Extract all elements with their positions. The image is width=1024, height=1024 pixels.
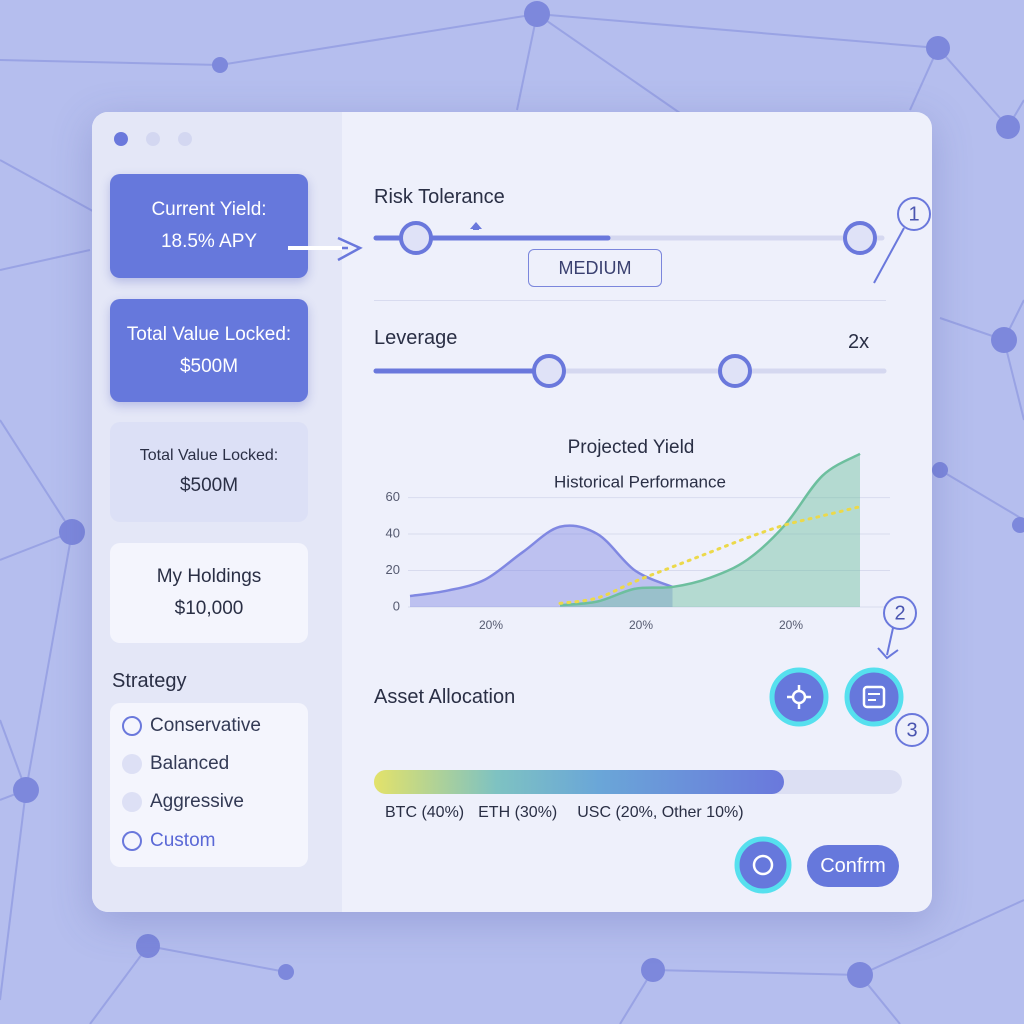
stat-label: Total Value Locked: (139, 447, 279, 464)
legend-label: BTC (40%) (385, 804, 465, 821)
legend-label: USC (20%, Other 10%) (577, 804, 744, 821)
option-label: Conservative (150, 715, 261, 736)
stat-value: $10,000 (174, 598, 244, 619)
y-tick-label: 60 (386, 489, 400, 504)
x-tick-label: 20% (779, 618, 803, 632)
radio-option[interactable]: Aggressive (122, 791, 244, 813)
stat-card[interactable]: Total Value Locked: $500M (110, 422, 308, 522)
y-tick-label: 0 (393, 598, 400, 613)
area-line (409, 524, 674, 598)
y-tick-label: 20 (386, 562, 400, 577)
chart-subtitle: Historical Performance (554, 472, 726, 491)
divider (374, 300, 886, 301)
icon-button[interactable] (844, 667, 904, 727)
icon-button[interactable] (769, 667, 829, 727)
risk-slider[interactable] (373, 221, 885, 255)
stat-value: $500M (179, 475, 239, 496)
area-line (559, 452, 861, 607)
allocation-bar (374, 770, 784, 794)
legend-label: ETH (30%) (478, 804, 558, 821)
leverage-slider[interactable] (373, 354, 887, 388)
strategy-box (110, 703, 308, 867)
x-tick-label: 20% (479, 618, 503, 632)
radio-option[interactable]: Conservative (122, 715, 261, 737)
window-dot (114, 132, 128, 146)
option-label: Custom (150, 830, 216, 851)
stat-label: Total Value Locked: (126, 323, 292, 345)
y-tick-label: 40 (386, 525, 400, 540)
stat-label: My Holdings (156, 566, 262, 587)
level-badge[interactable]: MEDIUM (528, 249, 662, 287)
trend-line (558, 505, 862, 605)
stat-value: 18.5% APY (160, 231, 258, 252)
area (560, 453, 860, 607)
badge-pointer (877, 627, 899, 660)
section-title: Asset Allocation (374, 686, 516, 708)
stat-card[interactable]: Total Value Locked: $500M (110, 299, 308, 402)
area (410, 525, 673, 607)
x-tick-label: 20% (629, 618, 653, 632)
confirm-button[interactable]: Confrm (807, 845, 899, 887)
icon-button[interactable] (734, 836, 792, 894)
stat-value: $500M (179, 355, 239, 377)
stat-card[interactable]: My Holdings $10,000 (110, 543, 308, 643)
allocation-legend: BTC (40%) ETH (30%) USC (20%, Other 10%) (385, 804, 744, 822)
app-window: Current Yield: 18.5% APY Total Value Loc… (92, 112, 932, 912)
section-title: Risk Tolerance (374, 186, 505, 208)
badge (883, 596, 917, 630)
leverage-value: 2x (848, 331, 870, 353)
radio-option[interactable]: Custom (122, 830, 215, 852)
stat-card[interactable]: Current Yield: 18.5% APY (110, 174, 308, 278)
badge-label: 1 (908, 203, 919, 225)
section-title: Strategy (112, 670, 187, 692)
badge-label: 3 (906, 719, 917, 741)
badge (895, 713, 929, 747)
badge (897, 197, 931, 231)
option-label: Balanced (150, 753, 230, 774)
stat-label: Current Yield: (151, 199, 267, 220)
chart-title: Projected Yield (568, 437, 695, 458)
radio-option[interactable]: Balanced (122, 753, 229, 775)
window-dot (146, 132, 160, 146)
badge-pointer (873, 227, 905, 284)
chart: Projected Yield Historical Performance 0 20… (386, 437, 890, 632)
section-title: Leverage (374, 327, 458, 349)
window-dot (178, 132, 192, 146)
option-label: Aggressive (150, 791, 244, 812)
badge-label: 2 (894, 602, 905, 624)
